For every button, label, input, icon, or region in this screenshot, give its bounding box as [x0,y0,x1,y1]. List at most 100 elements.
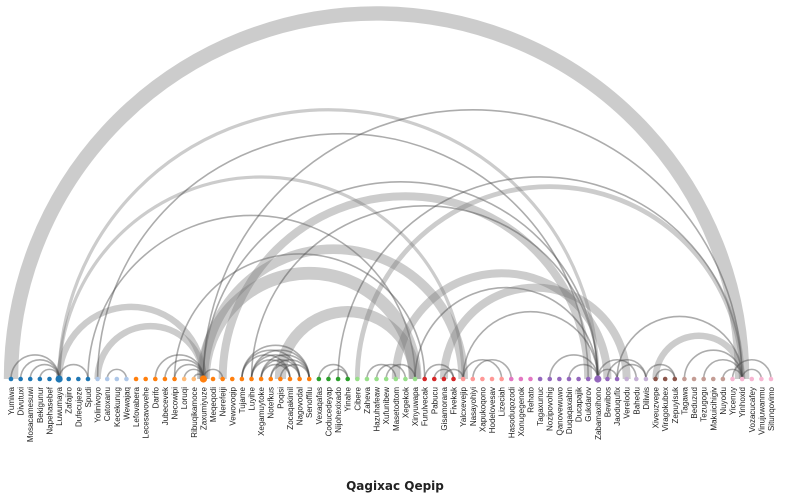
node-dot[interactable] [759,376,764,382]
node-dot[interactable] [662,376,668,382]
node-dot[interactable] [124,376,129,382]
node-dot[interactable] [104,376,110,382]
link-arc [354,184,745,380]
node-dot[interactable] [37,376,43,382]
node-dot[interactable] [576,376,581,382]
node-dot[interactable] [210,376,216,382]
node-dot[interactable] [653,376,658,382]
node-dot[interactable] [701,376,706,382]
node-label: Meqeqodi [209,387,218,422]
node-dot[interactable] [85,376,91,382]
node-dot[interactable] [624,376,629,382]
node-label: Notefkus [267,387,276,419]
node-dot[interactable] [355,376,360,382]
node-dot[interactable] [47,376,52,382]
node-dot[interactable] [441,376,447,382]
node-dot[interactable] [566,376,572,382]
node-dot[interactable] [316,376,322,382]
node-label: Xinyuwapa [411,386,420,426]
node-dot[interactable] [547,376,553,382]
node-dot[interactable] [258,376,264,382]
node-dot[interactable] [162,376,168,382]
node-dot[interactable] [480,376,485,382]
node-dot[interactable] [768,376,774,382]
node-dot[interactable] [537,376,543,382]
node-dot[interactable] [451,376,456,382]
node-label: Yumiwa [7,386,16,415]
node-dot[interactable] [383,376,389,382]
node-dot[interactable] [403,376,408,382]
link-arc [198,244,468,380]
node-dot[interactable] [710,376,716,382]
link-arc [3,6,750,380]
node-dot[interactable] [634,376,639,382]
node-dot[interactable] [499,376,504,382]
node-dot[interactable] [143,376,148,382]
node-dot[interactable] [470,376,476,382]
node-dot[interactable] [239,376,245,382]
node-dot[interactable] [720,376,726,382]
node-dot[interactable] [557,376,562,382]
node-dot[interactable] [297,376,302,382]
node-dot[interactable] [364,376,370,382]
node-dot[interactable] [585,376,591,382]
node-label: Lizeciah [498,387,507,416]
node-dot[interactable] [278,376,283,382]
node-dot[interactable] [220,376,225,382]
node-dot[interactable] [460,376,466,382]
node-dot[interactable] [431,376,437,382]
node-dot[interactable] [268,376,274,382]
node-dot[interactable] [133,376,139,382]
link-arc [202,108,743,380]
link-arc [433,368,455,380]
node-dot[interactable] [95,376,100,382]
node-dot[interactable] [153,376,158,382]
node-dot[interactable] [306,376,312,382]
node-dot[interactable] [489,376,495,382]
node-dot[interactable] [8,376,14,382]
node-dot[interactable] [518,376,524,382]
node-dot[interactable] [76,376,81,382]
node-dot[interactable] [594,375,602,383]
node-label: Tagaxunuc [536,387,545,426]
link-arc [218,192,593,380]
node-label: Zepuyisuk [671,386,680,423]
node-dot[interactable] [643,376,649,382]
node-dot[interactable] [345,376,351,382]
node-dot[interactable] [335,376,341,382]
node-label: Vinujuwanmu [757,387,766,435]
node-dot[interactable] [229,376,235,382]
node-dot[interactable] [374,376,379,382]
node-dot[interactable] [172,376,177,382]
node-label: Jaoduqufix [613,387,622,426]
node-dot[interactable] [605,376,610,382]
node-dot[interactable] [739,376,745,382]
node-dot[interactable] [191,376,197,382]
node-dot[interactable] [181,376,187,382]
node-dot[interactable] [287,376,293,382]
node-dot[interactable] [249,376,254,382]
node-dot[interactable] [326,376,331,382]
node-dot[interactable] [528,376,533,382]
node-label: Lefovabera [132,386,141,427]
link-arc [597,359,638,380]
node-dot[interactable] [55,375,63,383]
node-dot[interactable] [749,376,755,382]
node-dot[interactable] [27,376,33,382]
node-dot[interactable] [691,376,697,382]
node-dot[interactable] [199,375,208,383]
node-dot[interactable] [730,376,735,382]
node-dot[interactable] [412,376,418,382]
node-dot[interactable] [508,376,514,382]
node-dot[interactable] [393,376,399,382]
node-dot[interactable] [422,376,427,382]
node-dot[interactable] [672,376,678,382]
node-dot[interactable] [614,376,620,382]
node-dot[interactable] [18,376,23,382]
node-dot[interactable] [66,376,72,382]
node-label: Wewajaq [122,387,131,420]
link-arc [318,363,349,380]
node-dot[interactable] [682,376,687,382]
node-dot[interactable] [114,376,120,382]
link-arc [19,359,60,380]
